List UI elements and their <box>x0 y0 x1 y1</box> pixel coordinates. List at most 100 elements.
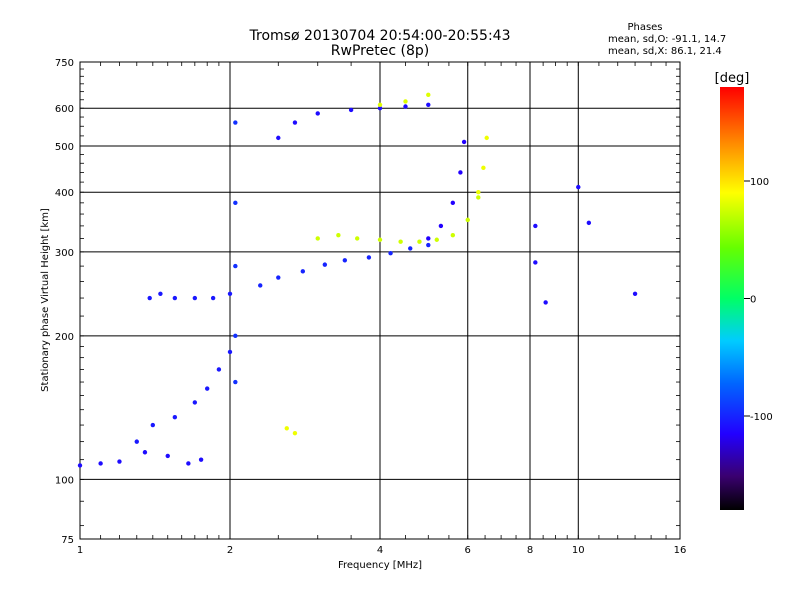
legend-line-o: mean, sd,O: -91.1, 14.7 <box>608 34 726 45</box>
data-point <box>398 239 403 244</box>
data-point <box>533 260 538 265</box>
y-tick-label: 400 <box>55 188 74 199</box>
data-point <box>233 120 238 125</box>
data-point <box>377 237 383 242</box>
data-point <box>354 236 360 241</box>
data-point <box>403 104 408 109</box>
chart-subtitle: RwPretec (8p) <box>331 43 429 59</box>
data-point <box>315 236 320 241</box>
data-point <box>476 195 481 200</box>
colorbar-ticks: 100 0 -100 <box>744 177 773 423</box>
y-tick-label: 600 <box>55 104 74 115</box>
data-point <box>172 415 178 420</box>
data-point <box>292 120 298 125</box>
data-point <box>165 453 170 459</box>
data-point <box>147 295 152 301</box>
colorbar-label: [deg] <box>715 71 750 86</box>
colorbar-tick-label: -100 <box>750 412 773 423</box>
x-tick-label: 8 <box>527 545 533 556</box>
data-point <box>142 450 148 455</box>
colorbar <box>720 87 744 510</box>
data-point <box>461 139 467 145</box>
data-point <box>336 233 341 238</box>
y-tick-label: 75 <box>61 535 74 546</box>
data-point <box>315 111 320 116</box>
data-point <box>434 237 439 242</box>
y-axis-ticks: 750 600 500 400 300 200 100 75 <box>55 58 74 546</box>
data-point <box>158 291 163 296</box>
colorbar-tick-label: 0 <box>750 295 756 306</box>
data-point <box>186 461 191 466</box>
data-point <box>484 135 489 141</box>
data-point <box>284 426 289 431</box>
data-point <box>276 275 281 280</box>
data-point <box>476 190 481 195</box>
data-point <box>377 102 383 108</box>
data-point <box>438 223 444 229</box>
y-tick-label: 750 <box>55 58 74 69</box>
data-point <box>342 258 348 263</box>
data-point <box>227 349 233 355</box>
data-point <box>300 269 306 274</box>
data-point <box>204 386 210 391</box>
data-point <box>233 379 238 385</box>
legend-title: Phases <box>627 22 662 33</box>
data-point <box>198 457 204 462</box>
data-point <box>172 295 178 301</box>
y-tick-label: 500 <box>55 142 74 153</box>
data-point <box>134 439 139 444</box>
data-point <box>192 400 198 405</box>
x-axis-label: Frequency [MHz] <box>338 560 422 571</box>
data-point <box>233 263 238 269</box>
x-tick-label: 6 <box>465 545 471 556</box>
x-tick-label: 4 <box>377 545 383 556</box>
data-point <box>150 422 156 428</box>
data-point <box>426 102 431 108</box>
data-point <box>77 463 83 468</box>
x-tick-label: 1 <box>77 545 83 556</box>
data-point <box>227 291 233 296</box>
data-point <box>276 135 281 141</box>
x-tick-label: 2 <box>227 545 233 556</box>
y-tick-label: 300 <box>55 248 74 259</box>
data-point <box>210 295 216 301</box>
data-point <box>458 170 463 175</box>
data-point <box>216 367 222 372</box>
x-tick-label: 16 <box>674 545 687 556</box>
data-point <box>426 236 431 241</box>
y-tick-label: 100 <box>55 475 74 486</box>
data-point <box>481 165 486 171</box>
data-point <box>366 255 372 260</box>
minor-ticks <box>80 62 680 539</box>
y-axis-label: Stationary phase Virtual Height [km] <box>40 208 51 392</box>
data-point <box>408 246 413 251</box>
data-point <box>233 200 238 206</box>
data-point <box>632 291 638 296</box>
data-point <box>388 251 393 256</box>
data-point <box>450 200 456 206</box>
chart-title: Tromsø 20130704 20:54:00-20:55:43 <box>249 28 511 44</box>
y-tick-label: 200 <box>55 332 74 343</box>
gridlines <box>80 62 680 539</box>
data-point <box>533 223 538 229</box>
data-point <box>465 217 470 223</box>
data-points <box>77 92 638 468</box>
data-point <box>292 430 298 436</box>
data-point <box>377 106 383 111</box>
data-point <box>258 283 263 288</box>
data-point <box>98 461 103 466</box>
x-axis-ticks: 1 2 4 6 8 10 16 <box>77 545 687 556</box>
data-point <box>348 107 354 113</box>
x-tick-label: 10 <box>572 545 585 556</box>
data-point <box>322 262 328 267</box>
legend-line-x: mean, sd,X: 86.1, 21.4 <box>608 46 722 57</box>
data-point <box>586 220 592 226</box>
data-point <box>117 459 122 464</box>
data-point <box>450 233 456 238</box>
data-point <box>576 184 581 190</box>
data-point <box>543 300 548 305</box>
data-point <box>403 99 408 104</box>
data-point <box>192 295 198 301</box>
data-point <box>417 239 422 244</box>
